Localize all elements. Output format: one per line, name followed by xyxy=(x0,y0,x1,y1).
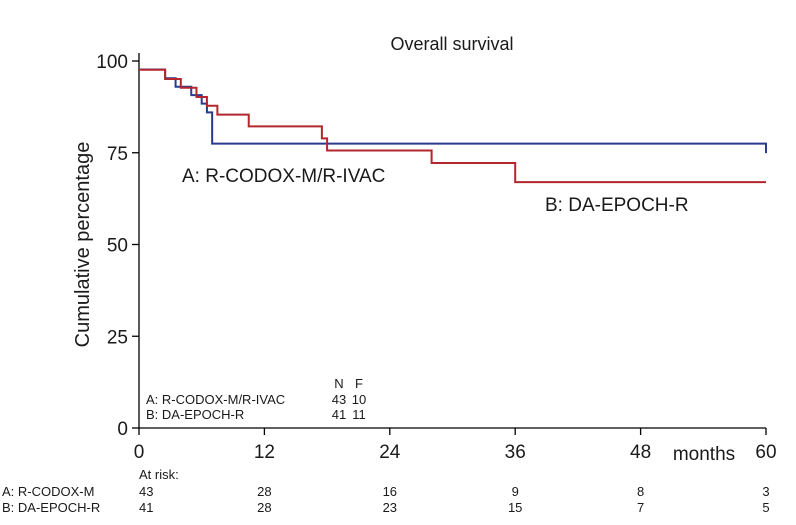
at-risk-title: At risk: xyxy=(139,467,179,482)
y-tick-label: 75 xyxy=(107,144,128,165)
at-risk-value: 9 xyxy=(512,484,519,499)
curves xyxy=(139,68,767,184)
at-risk-value: 43 xyxy=(139,484,153,499)
legend-row-label: B: DA-EPOCH-R xyxy=(146,407,244,422)
legend-header-f: F xyxy=(355,376,363,391)
at-risk-value: 15 xyxy=(508,500,522,515)
at-risk-value: 23 xyxy=(383,500,397,515)
curve-label-b: B: DA-EPOCH-R xyxy=(545,195,689,216)
curve-label-a: A: R-CODOX-M/R-IVAC xyxy=(182,166,385,187)
axes: 0 25 50 75 100 0 12 24 36 48 60 Cumulative percenta… xyxy=(72,52,777,465)
x-tick-label: 12 xyxy=(254,442,275,463)
at-risk-value: 8 xyxy=(637,484,644,499)
legend-header-n: N xyxy=(334,376,343,391)
at-risk-row-label: A: R-CODOX-M xyxy=(2,484,94,499)
y-tick-label: 50 xyxy=(107,236,128,257)
at-risk-row-label: B: DA-EPOCH-R xyxy=(2,500,100,515)
x-tick-label: 48 xyxy=(630,442,651,463)
x-tick-label: 36 xyxy=(505,442,526,463)
x-tick-label: 0 xyxy=(134,442,145,463)
legend-row-n: 41 xyxy=(332,407,346,422)
at-risk-value: 28 xyxy=(257,484,271,499)
y-tick-label: 25 xyxy=(107,327,128,348)
at-risk-value: 3 xyxy=(762,484,769,499)
y-tick-label: 100 xyxy=(96,52,128,73)
y-tick-label: 0 xyxy=(117,419,128,440)
at-risk-value: 7 xyxy=(637,500,644,515)
x-axis-label: months xyxy=(673,444,735,465)
survival-curve-a xyxy=(139,68,767,154)
x-tick-label: 24 xyxy=(379,442,401,463)
legend-row-f: 11 xyxy=(352,407,366,422)
x-tick-label: 60 xyxy=(755,442,776,463)
at-risk-value: 16 xyxy=(383,484,397,499)
at-risk-value: 41 xyxy=(139,500,153,515)
legend-row-n: 43 xyxy=(332,392,346,407)
at-risk-value: 28 xyxy=(257,500,271,515)
y-axis-label: Cumulative percentage xyxy=(72,142,94,348)
survival-curve-b xyxy=(139,68,766,184)
at-risk-value: 5 xyxy=(762,500,769,515)
legend-row-label: A: R-CODOX-M/R-IVAC xyxy=(146,392,285,407)
legend-row-f: 10 xyxy=(352,392,366,407)
chart-title: Overall survival xyxy=(390,34,513,54)
